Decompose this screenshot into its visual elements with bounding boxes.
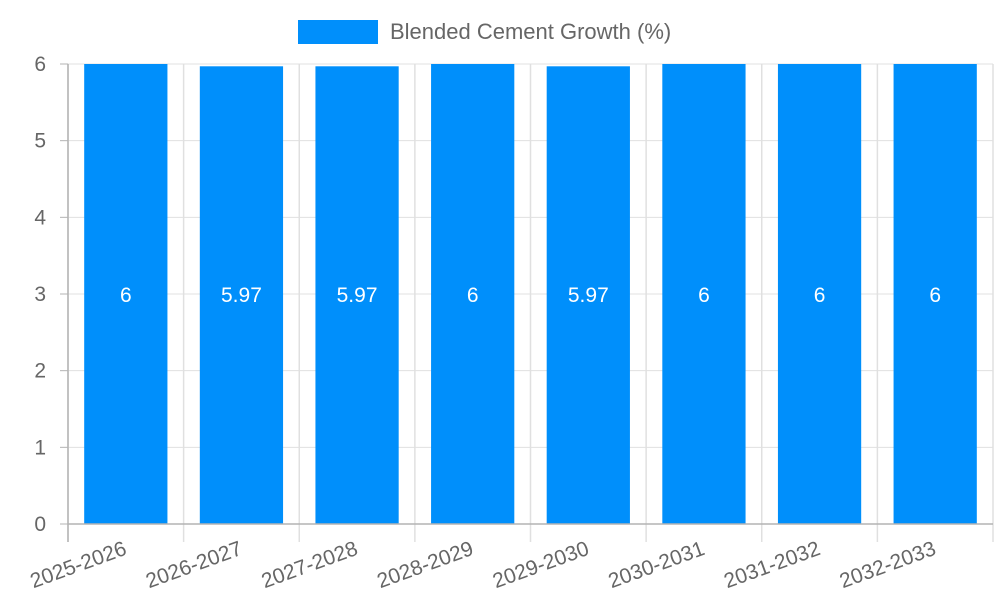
bar[interactable]	[315, 66, 399, 525]
bar[interactable]	[199, 66, 284, 525]
y-axis-ticks: 0 1 2 3 4 5 6	[34, 53, 68, 536]
x-tick-label: 2028-2029	[374, 537, 476, 593]
data-labels: 6 5.97 5.97 6 5.97 6 6 6	[120, 284, 941, 307]
bar-value-label: 6	[467, 284, 479, 307]
x-tick-label: 2029-2030	[490, 537, 592, 593]
x-tick-label: 2031-2032	[721, 537, 823, 593]
bar-value-label: 6	[929, 284, 941, 307]
bar[interactable]	[546, 66, 630, 525]
y-tick-label: 3	[34, 283, 46, 306]
bar-value-label: 6	[814, 284, 826, 307]
y-tick-label: 1	[34, 436, 46, 459]
bar-value-label: 6	[698, 284, 710, 307]
x-axis-ticks: 2025-2026 2026-2027 2027-2028 2028-2029 2029…	[27, 537, 939, 593]
chart-legend[interactable]: Blended Cement Growth (%)	[298, 19, 671, 45]
bar-value-label: 6	[120, 284, 132, 307]
bar[interactable]	[777, 64, 862, 524]
bar-value-label: 5.97	[337, 284, 378, 307]
x-tick-label: 2025-2026	[27, 537, 129, 593]
y-tick-label: 0	[34, 513, 46, 536]
legend-label: Blended Cement Growth (%)	[390, 19, 672, 44]
bar-value-label: 5.97	[221, 284, 262, 307]
bar[interactable]	[893, 64, 977, 524]
x-tick-label: 2030-2031	[605, 537, 707, 593]
y-tick-label: 2	[34, 360, 46, 383]
y-tick-label: 4	[34, 206, 46, 229]
bar[interactable]	[662, 64, 746, 524]
x-tick-label: 2027-2028	[259, 537, 361, 593]
legend-swatch	[298, 20, 378, 44]
x-tick-label: 2026-2027	[143, 537, 245, 593]
bar-series	[84, 64, 977, 525]
y-tick-label: 5	[34, 130, 46, 153]
y-tick-label: 6	[34, 53, 46, 76]
bar[interactable]	[431, 64, 515, 524]
x-tick-label: 2032-2033	[837, 537, 939, 593]
bar[interactable]	[84, 64, 168, 524]
axes	[67, 64, 993, 542]
bar-value-label: 5.97	[568, 284, 609, 307]
